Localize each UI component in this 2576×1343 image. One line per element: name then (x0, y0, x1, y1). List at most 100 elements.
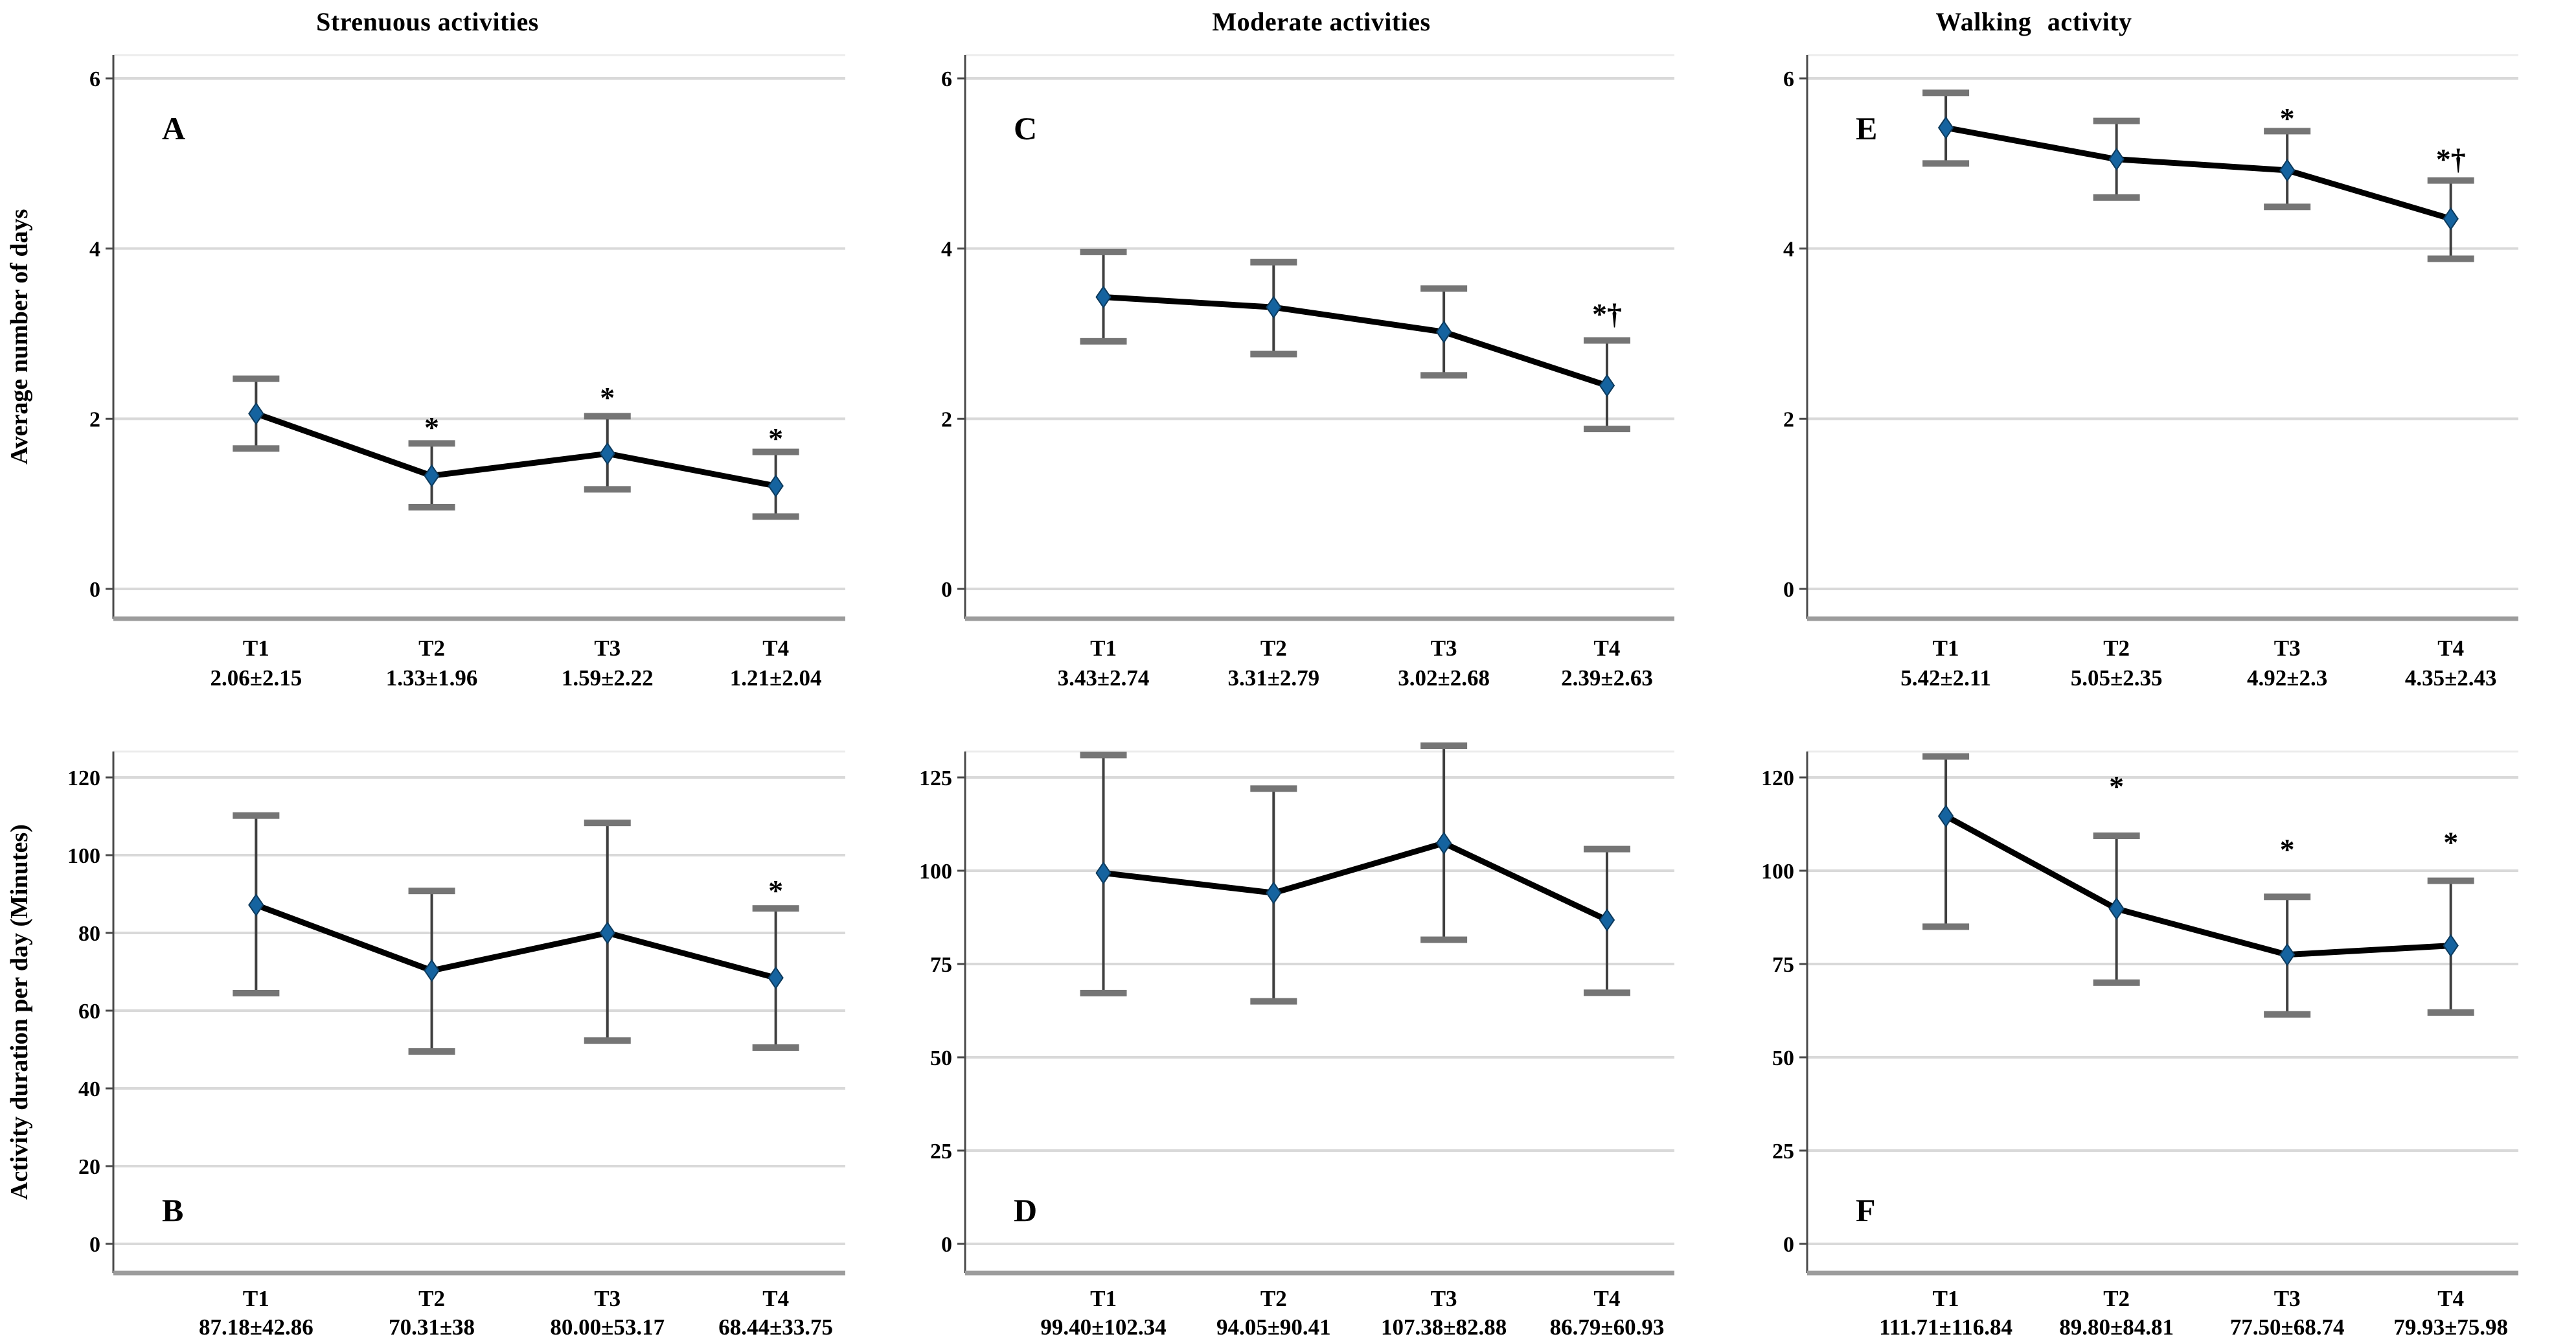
data-point (768, 474, 784, 498)
category-label: T3 (2274, 1286, 2301, 1311)
y-tick-label: 120 (1761, 766, 1794, 790)
category-label: T4 (2437, 636, 2464, 661)
mean-sd-label: 77.50±68.74 (2230, 1314, 2345, 1340)
error-cap-top (1250, 785, 1297, 792)
y-tick-label: 6 (941, 67, 952, 91)
panel-C: 0 2 4 6 *† T1 3.43±2.74 T2 3.31±2.79 T3 3.02±2.68 T… (941, 54, 1674, 691)
mean-sd-label: 4.35±2.43 (2405, 665, 2497, 691)
mean-sd-label: 3.43±2.74 (1058, 665, 1150, 691)
error-cap-top (1080, 752, 1127, 759)
data-point (1435, 831, 1452, 855)
category-label: T1 (243, 636, 269, 661)
y-tick-label: 4 (1783, 238, 1794, 262)
significance-marker: * (424, 411, 439, 444)
error-cap-bottom (2427, 1009, 2474, 1016)
data-point (2443, 934, 2459, 958)
y-tick-label: 100 (1761, 860, 1794, 884)
error-cap-bottom (233, 445, 280, 452)
error-cap-bottom (1922, 923, 1970, 930)
data-point (424, 464, 440, 488)
error-cap-top (752, 905, 799, 912)
y-tick-label: 50 (930, 1046, 952, 1070)
y-tick-label: 6 (1783, 67, 1794, 91)
y-tick-label: 0 (89, 1233, 100, 1257)
significance-marker: * (600, 381, 615, 414)
category-label: T4 (762, 636, 789, 661)
category-label: T2 (418, 636, 445, 661)
category-label: T3 (594, 1286, 621, 1311)
error-cap-bottom (2427, 255, 2474, 262)
data-point (424, 959, 440, 982)
error-cap-top (2093, 832, 2140, 839)
panel-letter: D (1014, 1192, 1037, 1228)
data-point (1599, 908, 1615, 932)
data-line (1943, 124, 2454, 222)
error-cap-top (2264, 128, 2311, 135)
category-label: T1 (243, 1286, 269, 1311)
data-line (1100, 840, 1610, 923)
category-label: T1 (1933, 1286, 1959, 1311)
data-point (1266, 295, 1282, 319)
category-label: T2 (1260, 636, 1287, 661)
error-cap-bottom (1250, 998, 1297, 1005)
panel-B: 0 20 40 60 80 100 120 * T1 87.18±42.86 T2 70.31±38 T… (67, 750, 845, 1340)
panel-letter: B (162, 1192, 183, 1228)
error-bar (1922, 753, 1970, 930)
category-label: T3 (2274, 636, 2301, 661)
y-tick-label: 75 (1772, 953, 1794, 977)
y-tick-label: 100 (67, 844, 100, 868)
significance-marker: * (2443, 826, 2458, 859)
data-point (2108, 897, 2125, 921)
mean-sd-label: 86.79±60.93 (1550, 1314, 1665, 1340)
error-cap-top (752, 448, 799, 455)
y-tick-label: 120 (67, 766, 100, 790)
error-cap-top (584, 413, 631, 420)
data-point (2108, 148, 2125, 171)
data-point (2279, 159, 2296, 182)
category-label: T1 (1090, 1286, 1117, 1311)
error-cap-bottom (584, 1037, 631, 1044)
data-point (2443, 207, 2459, 231)
error-cap-bottom (2093, 194, 2140, 201)
category-label: T2 (2103, 1286, 2130, 1311)
error-cap-top (584, 820, 631, 827)
significance-marker: *† (1592, 297, 1622, 330)
y-tick-label: 0 (1783, 1233, 1794, 1257)
significance-marker: * (768, 422, 783, 455)
error-cap-bottom (2264, 1011, 2311, 1018)
category-label: T2 (2103, 636, 2130, 661)
data-point (1599, 374, 1615, 397)
error-cap-top (1420, 285, 1468, 292)
error-cap-bottom (1080, 989, 1127, 996)
mean-sd-label: 5.05±2.35 (2071, 665, 2163, 691)
error-cap-bottom (1922, 160, 1970, 167)
mean-sd-label: 68.44±33.75 (718, 1314, 833, 1340)
y-tick-label: 25 (930, 1140, 952, 1164)
mean-sd-label: 107.38±82.88 (1381, 1314, 1507, 1340)
error-cap-top (233, 375, 280, 382)
mean-sd-label: 1.33±1.96 (386, 665, 478, 691)
error-cap-top (2264, 893, 2311, 901)
panel-letter: E (1856, 110, 1877, 146)
error-cap-top (2427, 877, 2474, 884)
error-cap-bottom (752, 1044, 799, 1051)
data-line (253, 902, 779, 981)
y-tick-label: 40 (78, 1077, 100, 1101)
y-tick-label: 100 (919, 860, 952, 884)
error-cap-top (2427, 177, 2474, 184)
data-point (1266, 881, 1282, 905)
mean-sd-label: 2.06±2.15 (210, 665, 302, 691)
error-cap-bottom (2093, 979, 2140, 986)
error-cap-bottom (584, 486, 631, 493)
y-tick-label: 2 (941, 407, 952, 431)
data-line (253, 410, 779, 489)
mean-sd-label: 87.18±42.86 (199, 1314, 313, 1340)
error-cap-bottom (1420, 936, 1468, 943)
mean-sd-label: 2.39±2.63 (1561, 665, 1653, 691)
error-cap-bottom (752, 513, 799, 520)
error-cap-top (408, 440, 455, 447)
error-cap-bottom (233, 990, 280, 996)
mean-sd-label: 94.05±90.41 (1216, 1314, 1331, 1340)
